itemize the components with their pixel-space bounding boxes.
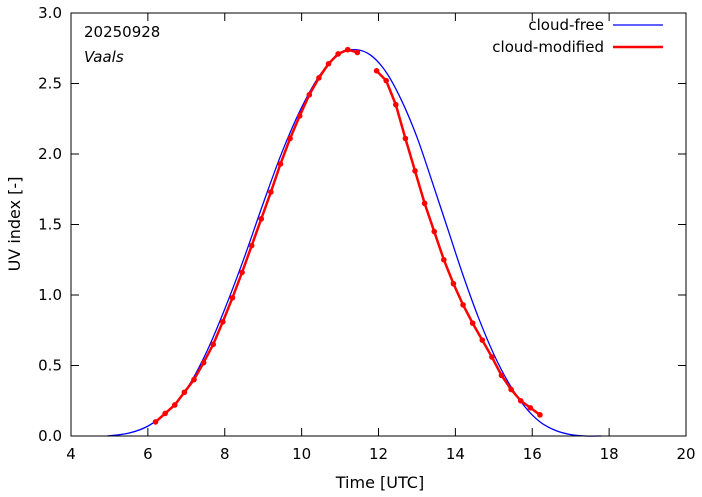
y-tick-label: 0.5 — [38, 357, 62, 375]
data-point-cloud-modified — [287, 135, 293, 142]
data-point-cloud-modified — [508, 386, 514, 393]
x-tick-label: 16 — [523, 445, 542, 463]
data-point-cloud-modified — [171, 402, 178, 408]
data-point-cloud-modified — [229, 295, 236, 301]
x-tick-label: 18 — [600, 445, 619, 463]
data-point-cloud-modified — [210, 341, 217, 348]
data-point-cloud-modified — [441, 256, 447, 263]
data-point-cloud-modified — [354, 49, 361, 56]
data-point-cloud-modified — [412, 168, 418, 174]
series-line-cloud-modified — [375, 69, 541, 416]
data-point-cloud-modified — [344, 46, 351, 53]
data-point-cloud-modified — [498, 372, 505, 379]
data-point-cloud-modified — [460, 302, 466, 308]
legend-label-cloud-modified: cloud-modified — [492, 38, 604, 56]
legend: cloud-free cloud-modified — [492, 16, 663, 56]
data-point-cloud-modified — [469, 320, 476, 327]
y-tick-label: 2.0 — [38, 145, 62, 163]
data-point-cloud-modified — [306, 91, 313, 98]
data-point-cloud-modified — [248, 242, 255, 249]
legend-label-cloud-free: cloud-free — [528, 16, 604, 34]
x-tick-label: 4 — [66, 445, 76, 463]
data-point-cloud-modified — [421, 200, 428, 207]
x-tick-label: 20 — [676, 445, 695, 463]
data-point-cloud-modified — [431, 228, 438, 235]
data-point-cloud-modified — [162, 410, 168, 417]
x-tick-label: 12 — [369, 445, 388, 463]
data-point-cloud-modified — [392, 101, 399, 108]
y-tick-label: 2.5 — [38, 75, 62, 93]
x-tick-label: 10 — [292, 445, 311, 463]
data-point-cloud-modified — [277, 161, 284, 167]
data-point-cloud-modified — [296, 113, 303, 119]
data-point-cloud-modified — [479, 337, 486, 343]
x-tick-label: 14 — [446, 445, 465, 463]
data-point-cloud-modified — [402, 135, 409, 142]
data-point-cloud-modified — [450, 280, 457, 287]
x-tick-label: 8 — [220, 445, 230, 463]
data-point-cloud-modified — [191, 376, 197, 383]
data-point-cloud-modified — [527, 405, 534, 411]
data-point-cloud-modified — [258, 216, 265, 222]
data-point-cloud-modified — [335, 51, 341, 57]
y-tick-label: 1.5 — [38, 216, 62, 234]
y-tick-label: 0.0 — [38, 427, 62, 445]
data-point-cloud-modified — [200, 359, 207, 366]
axes-layer: 4 6 8 10 12 14 16 18 20 0.0 0.5 1.0 1.5 2.0 2.5 3.0 — [38, 4, 695, 463]
series-line-cloud-free — [107, 48, 602, 437]
data-point-cloud-modified — [383, 77, 389, 84]
series-layer — [107, 46, 602, 437]
x-axis-title: Time [UTC] — [335, 473, 424, 492]
data-point-cloud-modified — [537, 412, 543, 418]
data-point-cloud-modified — [325, 60, 332, 67]
data-point-cloud-modified — [517, 397, 524, 404]
data-point-cloud-modified — [268, 189, 274, 195]
location-annotation: Vaals — [84, 48, 124, 66]
y-tick-label: 1.0 — [38, 286, 62, 304]
data-point-cloud-modified — [316, 75, 322, 81]
data-point-cloud-modified — [220, 318, 226, 325]
y-tick-label: 3.0 — [38, 4, 62, 22]
data-point-cloud-modified — [152, 419, 159, 425]
x-tick-label: 6 — [143, 445, 153, 463]
data-point-cloud-modified — [373, 68, 380, 74]
y-axis-title: UV index [-] — [5, 177, 24, 272]
data-point-cloud-modified — [181, 389, 188, 396]
data-point-cloud-modified — [239, 269, 245, 276]
plot-frame — [70, 12, 687, 437]
date-annotation: 20250928 — [84, 23, 160, 41]
data-point-cloud-modified — [489, 354, 495, 360]
series-line-cloud-modified — [154, 48, 358, 423]
